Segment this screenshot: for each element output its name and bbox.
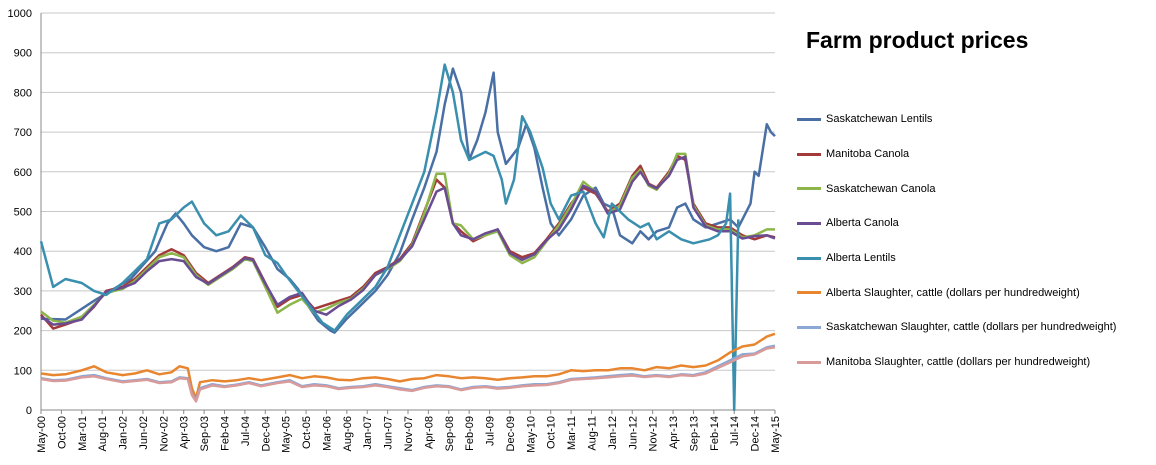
y-axis-tick-labels: 0 100 200 300 400 500 600 700 800 900 1000 [8, 8, 32, 417]
axes [40, 13, 776, 414]
legend-item: Manitoba Slaughter, cattle (dollars per … [797, 345, 1153, 380]
legend-swatch [797, 325, 821, 329]
y-tick-label: 100 [14, 365, 32, 377]
x-tick-label: Nov-07 [403, 416, 415, 451]
y-tick-label: 1000 [8, 8, 32, 20]
x-tick-label: May-00 [36, 416, 48, 453]
legend-swatch [797, 187, 821, 191]
x-tick-label: Jan-02 [118, 416, 130, 450]
series-line-0 [40, 67, 776, 334]
y-tick-label: 0 [26, 405, 32, 417]
x-tick-label: Feb-14 [709, 416, 721, 451]
x-tick-label: Sep-03 [199, 416, 211, 451]
legend-swatch [797, 256, 821, 260]
x-tick-label: May-15 [770, 416, 782, 453]
x-tick-label: Apr-03 [179, 416, 191, 449]
legend-label: Manitoba Canola [826, 148, 910, 161]
legend-swatch [797, 360, 821, 364]
legend-label: Alberta Canola [826, 217, 899, 230]
series-lines [39, 63, 776, 412]
x-tick-label: Dec-09 [505, 416, 517, 451]
x-tick-label: Sep-13 [688, 416, 700, 451]
y-tick-label: 200 [14, 326, 32, 338]
legend-item: Manitoba Canola [797, 137, 1153, 172]
y-tick-label: 600 [14, 167, 32, 179]
x-tick-label: Jun-07 [383, 416, 395, 450]
legend-label: Manitoba Slaughter, cattle (dollars per … [826, 356, 1091, 369]
x-tick-label: Mar-06 [321, 416, 333, 451]
y-tick-label: 500 [14, 207, 32, 219]
x-tick-label: May-10 [525, 416, 537, 453]
x-tick-label: Feb-09 [464, 416, 476, 451]
y-tick-label: 900 [14, 48, 32, 60]
x-axis-tick-labels: May-00 Oct-00 Mar-01 Aug-01 Jan-02 Jun-02 Nov-… [36, 416, 782, 453]
x-tick-label: Aug-06 [342, 416, 354, 451]
x-tick-label: Feb-04 [220, 416, 232, 451]
legend-item: Saskatchewan Lentils [797, 102, 1153, 137]
x-tick-label: Nov-12 [648, 416, 660, 451]
y-tick-label: 800 [14, 87, 32, 99]
legend-label: Saskatchewan Slaughter, cattle (dollars … [826, 321, 1117, 334]
x-tick-label: Jan-12 [607, 416, 619, 450]
x-tick-label: Jul-14 [729, 416, 741, 446]
legend-label: Saskatchewan Lentils [826, 113, 933, 126]
legend-item: Saskatchewan Canola [797, 171, 1153, 206]
legend-item: Alberta Slaughter, cattle (dollars per h… [797, 275, 1153, 310]
x-tick-label: Jul-04 [240, 416, 252, 446]
series-line-7 [40, 346, 776, 403]
x-tick-label: Oct-05 [301, 416, 313, 449]
legend-label: Alberta Lentils [826, 252, 896, 265]
legend-label: Alberta Slaughter, cattle (dollars per h… [826, 286, 1080, 299]
chart-title: Farm product prices [806, 27, 1029, 53]
x-tick-label: Sep-08 [444, 416, 456, 451]
legend-swatch [797, 291, 821, 295]
legend-item: Alberta Canola [797, 206, 1153, 241]
x-tick-label: Jun-12 [627, 416, 639, 450]
y-tick-label: 300 [14, 286, 32, 298]
y-tick-label: 700 [14, 127, 32, 139]
series-line-5 [40, 332, 776, 400]
legend-swatch [797, 117, 821, 121]
x-tick-label: Jun-02 [138, 416, 150, 450]
series-line-4 [39, 63, 740, 412]
gridlines [41, 12, 775, 371]
series-line-3 [40, 155, 776, 326]
x-tick-label: Oct-00 [56, 416, 68, 449]
x-tick-label: Apr-13 [668, 416, 680, 449]
x-tick-label: Nov-02 [158, 416, 170, 451]
legend-item: Alberta Lentils [797, 241, 1153, 276]
legend: Saskatchewan Lentils Manitoba Canola Saska… [797, 102, 1153, 380]
x-tick-label: Mar-11 [566, 416, 578, 450]
x-tick-label: Dec-04 [260, 416, 272, 451]
x-tick-label: Mar-01 [77, 416, 89, 451]
x-tick-label: Jul-09 [485, 416, 497, 446]
legend-item: Saskatchewan Slaughter, cattle (dollars … [797, 310, 1153, 345]
x-tick-label: Oct-10 [546, 416, 558, 449]
x-tick-label: May-05 [281, 416, 293, 453]
y-tick-label: 400 [14, 246, 32, 258]
legend-swatch [797, 221, 821, 225]
x-tick-label: Aug-01 [97, 416, 109, 451]
x-tick-label: Jan-07 [362, 416, 374, 450]
x-tick-label: Apr-08 [423, 416, 435, 449]
legend-label: Saskatchewan Canola [826, 182, 936, 195]
x-tick-label: Dec-14 [750, 416, 762, 451]
legend-swatch [797, 152, 821, 156]
x-tick-label: Aug-11 [587, 416, 599, 451]
